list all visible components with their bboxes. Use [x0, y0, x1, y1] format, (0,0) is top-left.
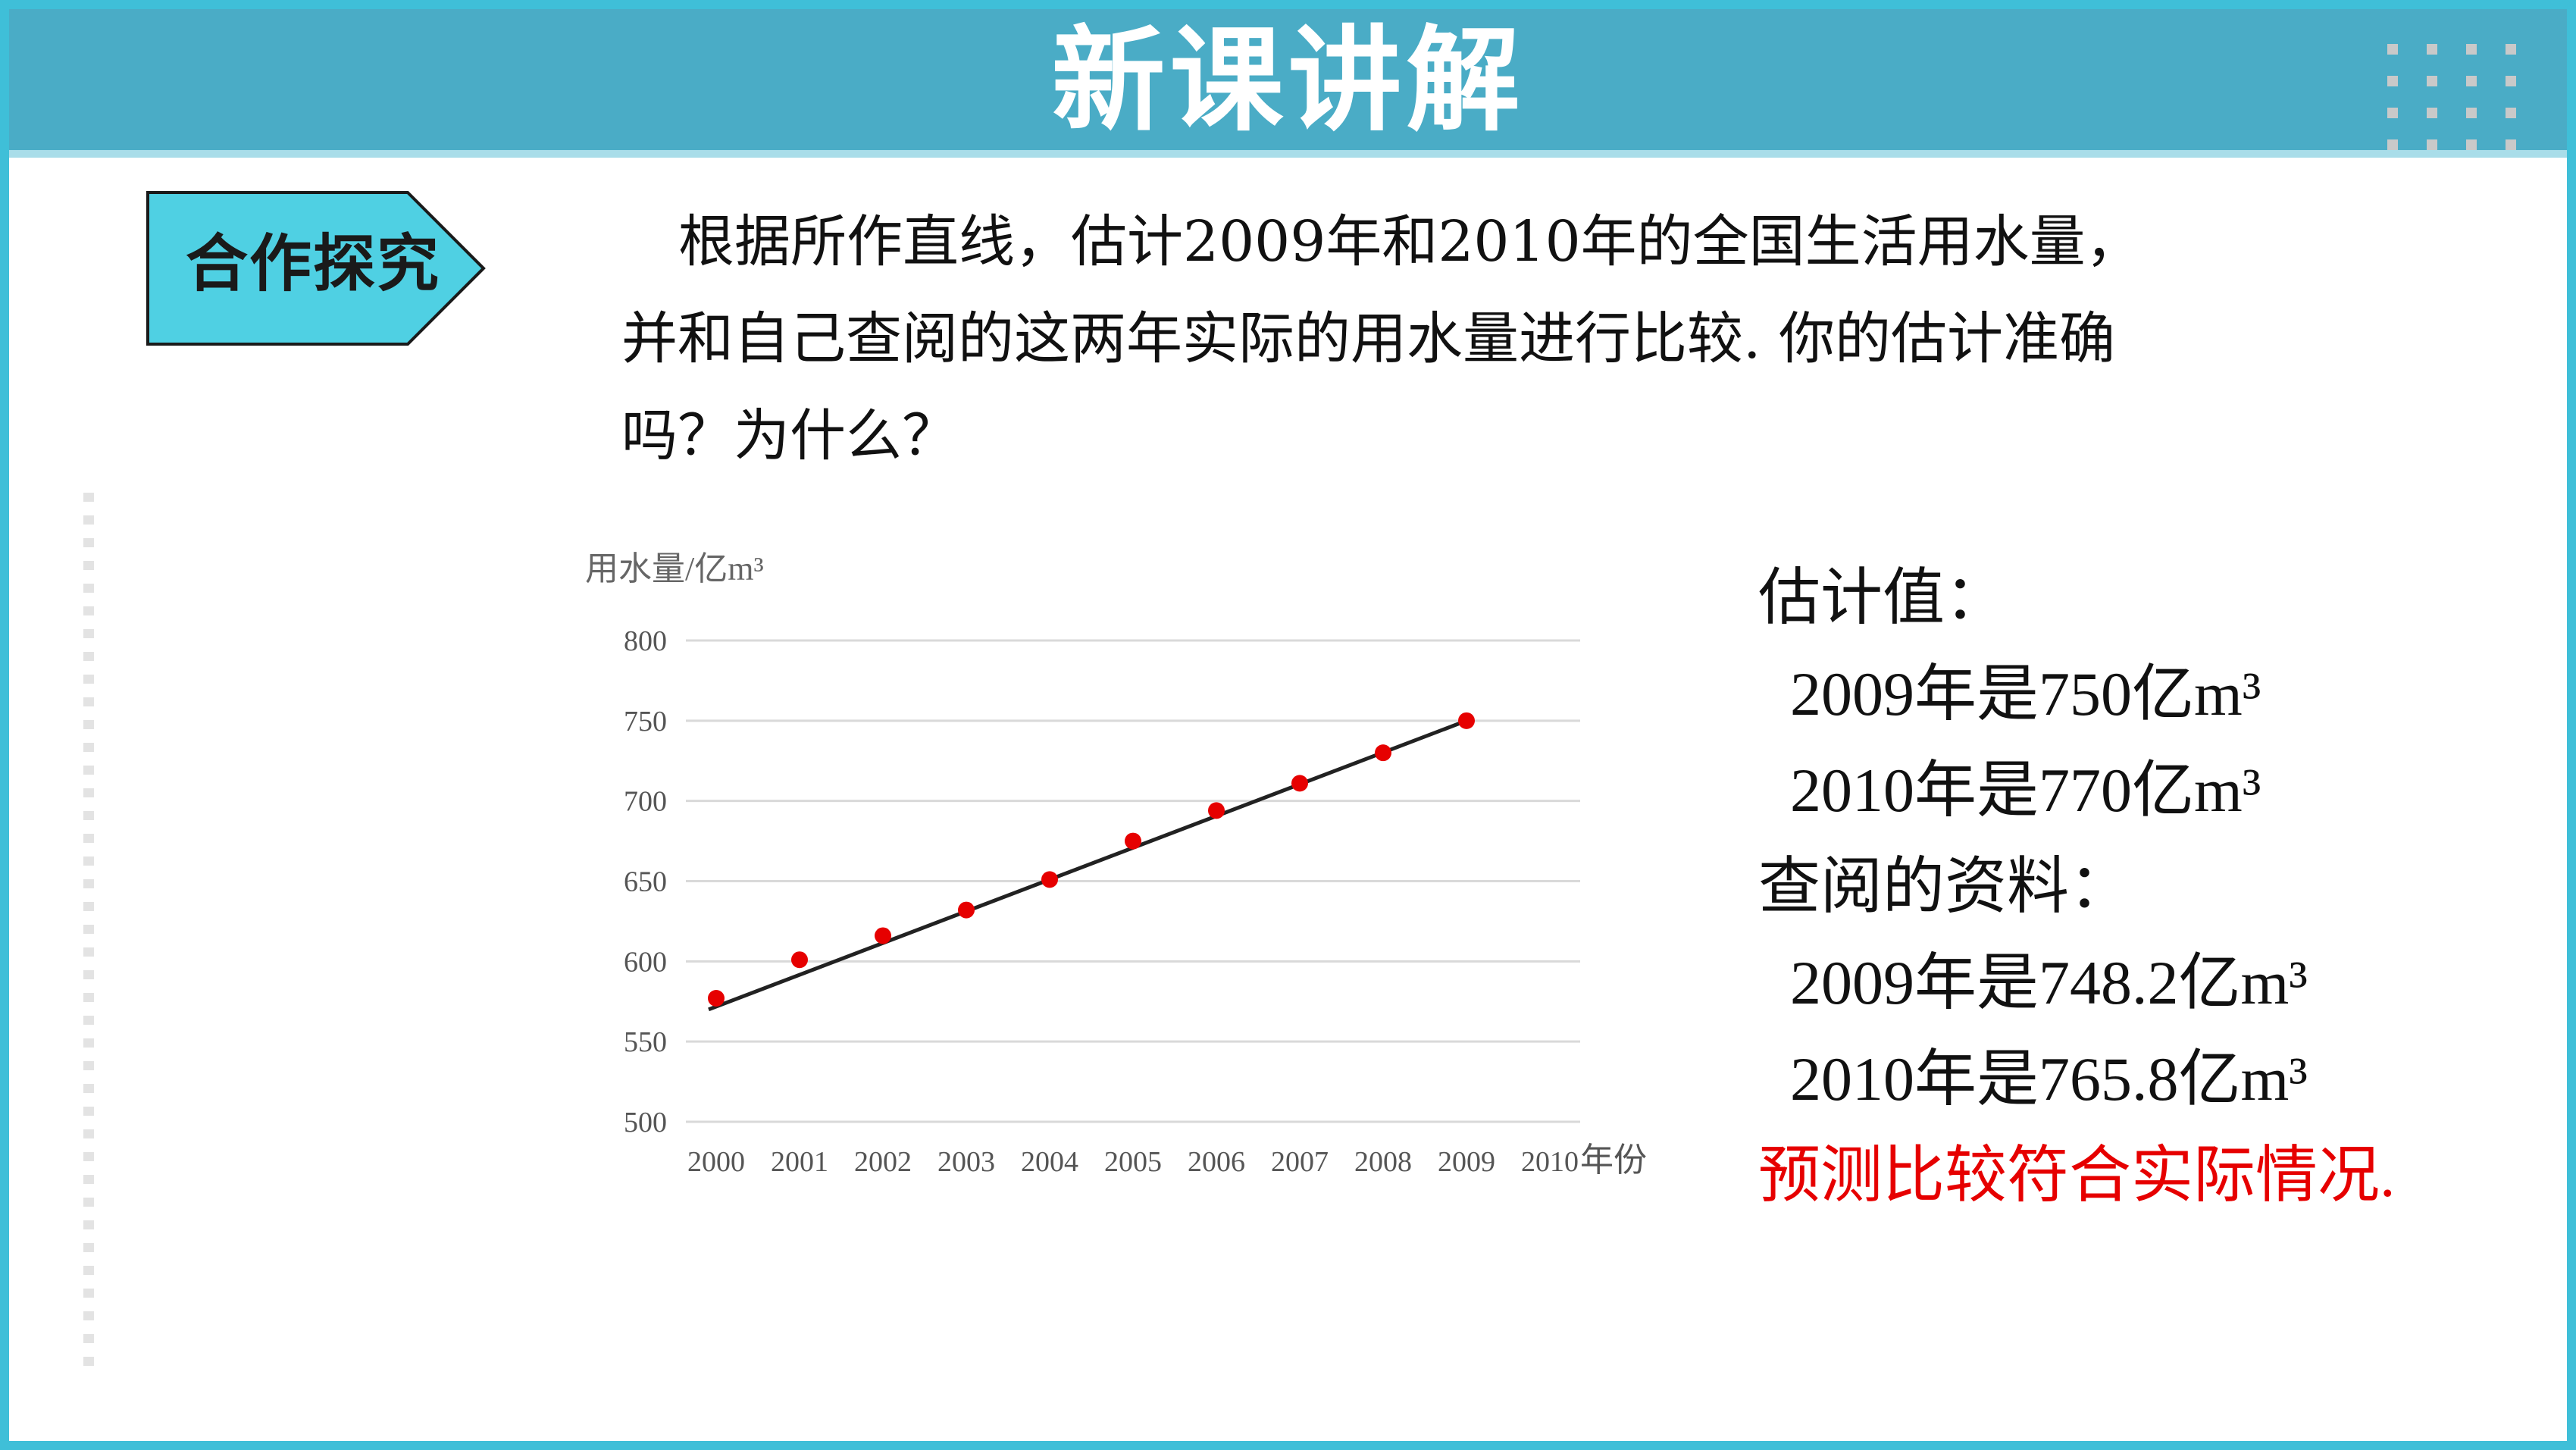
estimate-2010: 2010年是770亿m³: [1790, 756, 2261, 825]
decorative-dot: [2466, 108, 2477, 118]
question-line-1: 根据所作直线，估计2009年和2010年的全国生活用水量，: [678, 209, 2142, 274]
x-tick-labels: 2000 2001 2002 2003 2004 2005 2006 2007 2008 2009…: [687, 1146, 1579, 1178]
answers-panel: 估计值： 2009年是750亿m³ 2010年是770亿m³ 查阅的资料： 20…: [1758, 550, 2562, 1223]
x-tick-label: 2003: [937, 1146, 995, 1178]
arrow-badge-shape: [146, 191, 486, 346]
data-point: [1041, 871, 1058, 888]
question-line-2: 并和自己查阅的这两年实际的用水量进行比较. 你的估计准确: [621, 306, 2116, 371]
decorative-dot: [2427, 139, 2437, 150]
decorative-dot: [2427, 44, 2437, 55]
data-point: [1458, 712, 1475, 729]
decorative-dot: [2506, 44, 2516, 55]
lookup-heading: 查阅的资料：: [1758, 852, 2132, 921]
header-bar: 新课讲解: [9, 9, 2567, 158]
data-point: [1375, 744, 1391, 762]
y-tick-label: 600: [624, 946, 667, 978]
x-tick-label: 2008: [1354, 1146, 1412, 1178]
trend-line: [708, 719, 1467, 1012]
estimate-2009: 2009年是750亿m³: [1790, 659, 2261, 728]
data-point: [958, 901, 975, 919]
data-point: [1291, 775, 1308, 792]
x-tick-label: 2002: [854, 1146, 912, 1178]
decorative-dot: [2387, 139, 2398, 150]
x-tick-label: 2010: [1521, 1146, 1579, 1178]
conclusion-text: 预测比较符合实际情况.: [1758, 1141, 2396, 1210]
y-tick-label: 500: [624, 1107, 667, 1138]
actual-2009: 2009年是748.2亿m³: [1790, 948, 2308, 1017]
data-point: [708, 990, 725, 1007]
section-badge-label: 合作探究: [185, 228, 440, 300]
estimate-heading: 估计值：: [1758, 563, 2008, 632]
question-text: 根据所作直线，估计2009年和2010年的全国生活用水量， 并和自己查阅的这两年…: [621, 193, 2387, 484]
y-tick-label: 750: [624, 706, 667, 738]
section-badge: 合作探究: [146, 191, 487, 346]
x-tick-label: 2000: [687, 1146, 745, 1178]
x-tick-label: 2001: [771, 1146, 828, 1178]
decorative-dot: [2387, 44, 2398, 55]
decorative-dotted-line: [83, 493, 94, 1372]
decorative-dot-grid: [2387, 44, 2539, 165]
x-axis-label: 年份: [1580, 1142, 1647, 1179]
x-tick-label: 2009: [1438, 1146, 1495, 1178]
y-tick-labels: 800 750 700 650 600 550 500: [624, 625, 667, 1138]
question-line-3: 吗？为什么？: [621, 403, 958, 468]
y-tick-label: 650: [624, 866, 667, 898]
data-points: [708, 712, 1475, 1007]
data-point: [875, 927, 891, 944]
actual-2010: 2010年是765.8亿m³: [1790, 1044, 2308, 1113]
decorative-dot: [2466, 44, 2477, 55]
x-tick-label: 2006: [1188, 1146, 1245, 1178]
x-tick-label: 2004: [1021, 1146, 1078, 1178]
data-point: [1208, 802, 1225, 819]
decorative-dot: [2387, 76, 2398, 86]
y-axis-label: 用水量/亿m³: [585, 550, 764, 587]
y-tick-label: 700: [624, 786, 667, 818]
x-tick-label: 2005: [1104, 1146, 1162, 1178]
decorative-dot: [2506, 76, 2516, 86]
y-tick-label: 800: [624, 625, 667, 657]
data-point: [1125, 832, 1141, 850]
y-tick-label: 550: [624, 1026, 667, 1058]
decorative-dot: [2506, 139, 2516, 150]
chart-grid: [686, 639, 1580, 1123]
decorative-dot: [2427, 108, 2437, 118]
decorative-dot: [2506, 108, 2516, 118]
decorative-dot: [2387, 108, 2398, 118]
data-point: [791, 951, 808, 969]
decorative-dot: [2466, 139, 2477, 150]
decorative-dot: [2466, 76, 2477, 86]
x-tick-label: 2007: [1271, 1146, 1329, 1178]
decorative-dot: [2427, 76, 2437, 86]
page-title: 新课讲解: [1051, 15, 1525, 147]
